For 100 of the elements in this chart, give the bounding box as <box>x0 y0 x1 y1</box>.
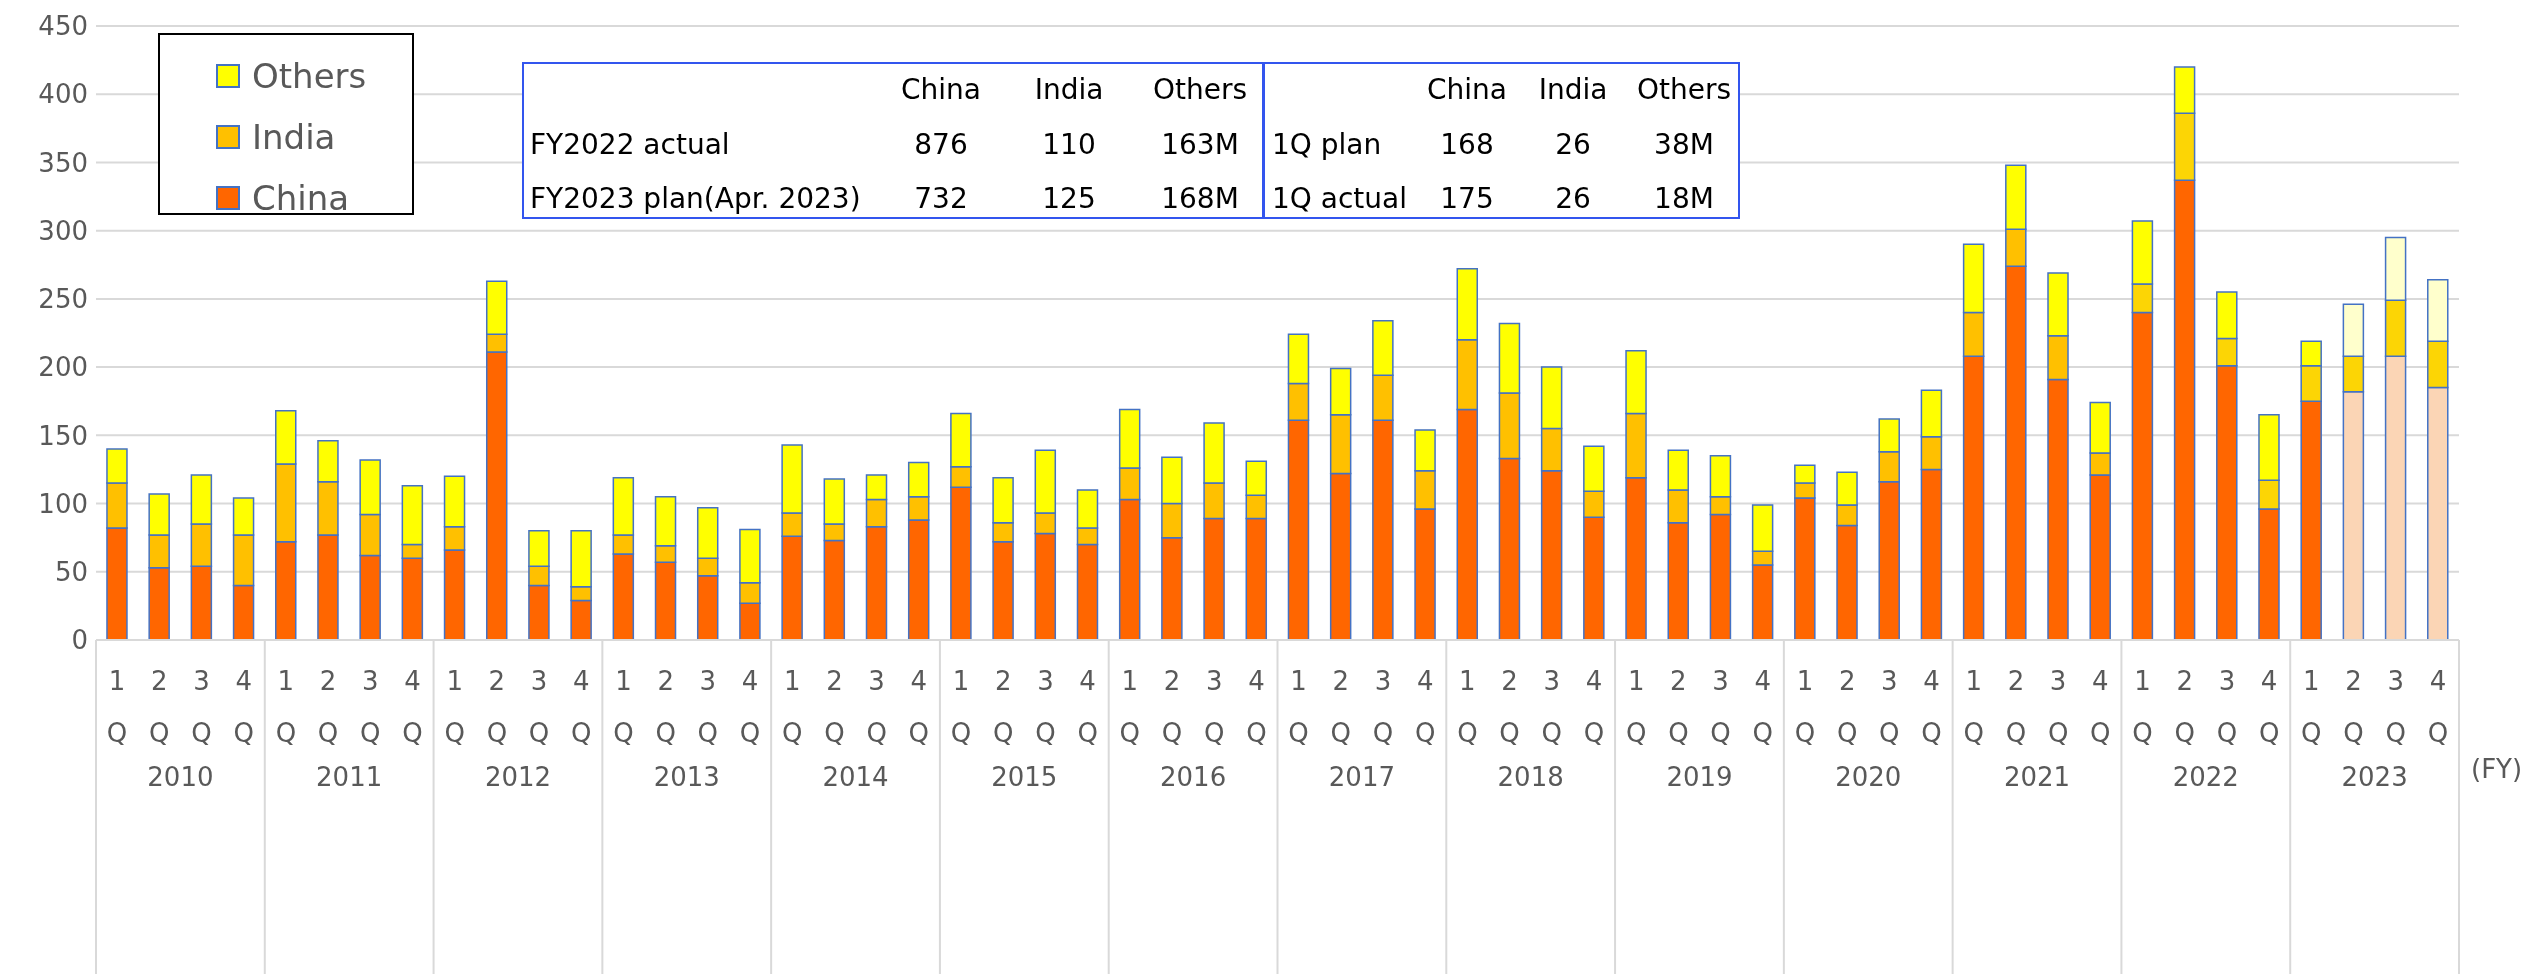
x-tick-label: 2Q <box>2343 666 2364 748</box>
x-tick-label: 3Q <box>1372 666 1394 748</box>
x-tick-label: 1Q <box>1457 666 1478 748</box>
x-tick-label: 3Q <box>697 666 719 748</box>
x-tick-label: 3Q <box>1710 666 1731 748</box>
x-tick-label: 4Q <box>571 666 592 748</box>
x-tick-label: 4Q <box>908 666 930 748</box>
x-tick-label: 1Q <box>613 666 634 748</box>
annotation: FY2023 plan(Apr. 2023) <box>530 181 861 217</box>
x-tick-label: 1Q <box>782 666 803 748</box>
text: 2012 <box>484 762 552 792</box>
x-tick-label: 2Q <box>1668 666 1689 748</box>
x-tick-label: 3Q <box>2385 666 2406 748</box>
x-tick-label: 4Q <box>1921 666 1942 748</box>
y-tick-label: 0 <box>71 625 88 656</box>
text: 2020 <box>1835 762 1902 792</box>
y-tick-label: 400 <box>38 79 88 110</box>
x-tick-label: 1Q <box>1963 666 1984 748</box>
text: 2021 <box>2003 762 2071 792</box>
annotation: China <box>1427 73 1507 106</box>
x-tick-label: 3Q <box>191 666 212 748</box>
x-tick-label: 2Q <box>1330 666 1352 748</box>
text: 2018 <box>1497 762 1564 792</box>
annotation: 26 <box>1555 128 1591 161</box>
text: 2017 <box>1328 762 1395 792</box>
x-tick-label: 4Q <box>2258 666 2280 748</box>
annotation: 175 <box>1440 182 1494 215</box>
x-tick-label: 2Q <box>149 666 170 748</box>
y-tick-label: 150 <box>38 420 88 451</box>
x-tick-label: 3Q <box>1541 666 1563 748</box>
x-tick-label: 1Q <box>1625 666 1647 748</box>
x-tick-label: 1Q <box>275 666 297 748</box>
y-tick-label: 250 <box>38 284 88 315</box>
x-tick-label: 2Q <box>655 666 676 748</box>
x-tick-label: 1Q <box>2132 666 2153 748</box>
x-tick-label: 4Q <box>1246 666 1267 748</box>
y-tick-label: 50 <box>54 557 88 588</box>
x-tick-label: 3Q <box>1879 666 1900 748</box>
text: 2016 <box>1160 762 1227 792</box>
x-tick-label: 4Q <box>233 666 254 748</box>
x-tick-label: 2Q <box>824 666 845 748</box>
text: 2011 <box>316 762 383 792</box>
annotation: India <box>1538 73 1608 106</box>
annotation: 1Q plan <box>1272 127 1382 163</box>
annotation: 168M <box>1161 182 1239 215</box>
x-tick-label: 2Q <box>317 666 339 748</box>
annotation: FY2022 actual <box>530 127 730 163</box>
annotation: 876 <box>914 128 968 161</box>
x-tick-label: 3Q <box>2216 666 2238 748</box>
x-tick-label: 4Q <box>1583 666 1605 748</box>
text: 2015 <box>991 762 1058 792</box>
x-tick-label: 4Q <box>1077 666 1098 748</box>
annotation: 732 <box>914 182 968 215</box>
text: 2023 <box>2341 762 2408 792</box>
x-tick-label: 3Q <box>866 666 887 748</box>
legend-label: India <box>252 116 336 157</box>
x-tick-label: 2Q <box>992 666 1014 748</box>
annotation: 38M <box>1654 128 1714 161</box>
annotation: India <box>1034 73 1104 106</box>
x-tick-label: 4Q <box>1414 666 1436 748</box>
text: 2010 <box>147 762 214 792</box>
x-tick-label: 3Q <box>528 666 550 748</box>
annotation: 125 <box>1042 182 1096 215</box>
annotation: 1Q actual <box>1272 181 1407 217</box>
x-tick-label: 1Q <box>106 666 128 748</box>
x-tick-label: 4Q <box>2427 666 2449 748</box>
x-tick-label: 3Q <box>360 666 381 748</box>
text: 2013 <box>653 762 720 792</box>
x-tick-label: 1Q <box>950 666 972 748</box>
x-tick-label: 2Q <box>2005 666 2027 748</box>
x-tick-label: 4Q <box>1752 666 1773 748</box>
y-tick-label: 300 <box>38 215 88 246</box>
annotation: Others <box>1152 73 1248 106</box>
x-tick-label: 2Q <box>1836 666 1858 748</box>
annotation: China <box>901 73 981 106</box>
y-tick-label: 350 <box>38 147 88 178</box>
x-tick-label: 1Q <box>444 666 465 748</box>
text: 2014 <box>822 762 889 792</box>
x-tick-label: 4Q <box>739 666 761 748</box>
annotation: 110 <box>1042 128 1096 161</box>
legend-label: China <box>252 177 350 218</box>
x-tick-label: 1Q <box>2301 666 2322 748</box>
x-tick-label: 2Q <box>486 666 508 748</box>
x-tick-label: 3Q <box>2047 666 2069 748</box>
text: 2022 <box>2172 762 2239 792</box>
y-tick-label: 100 <box>38 488 88 519</box>
x-tick-label: 2Q <box>1499 666 1520 748</box>
x-tick-label: 2Q <box>2174 666 2195 748</box>
x-tick-label: 1Q <box>1288 666 1309 748</box>
x-tick-label: 3Q <box>1035 666 1056 748</box>
x-tick-label: 1Q <box>1794 666 1816 748</box>
x-tick-label: 4Q <box>402 666 423 748</box>
x-tick-label: 3Q <box>1203 666 1225 748</box>
y-tick-label: 200 <box>38 352 88 383</box>
legend-label: Others <box>252 55 367 96</box>
text: 2019 <box>1666 762 1733 792</box>
x-tick-label: 2Q <box>1161 666 1183 748</box>
x-tick-label: 4Q <box>2090 666 2111 748</box>
annotation: 26 <box>1555 182 1591 215</box>
text: (FY) <box>2471 754 2523 784</box>
